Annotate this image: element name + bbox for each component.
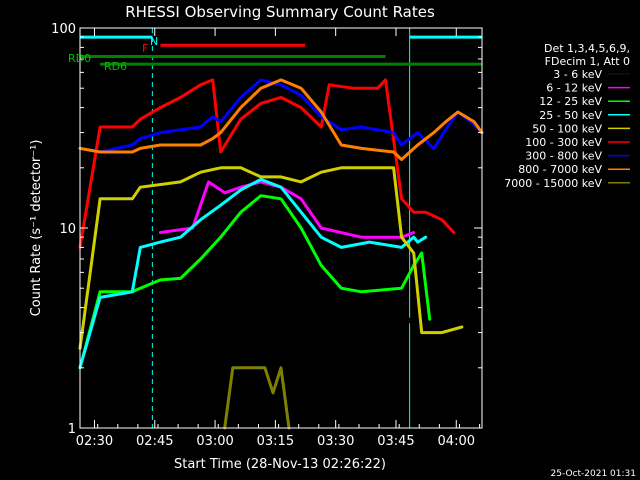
series-line-3 [78,177,428,370]
x-tick-label-4: 03:30 [317,434,354,449]
flag-label-rd6: RD6 [104,60,127,73]
legend-entry-2: 12 - 25 keV [539,95,602,108]
legend-entry-6: 300 - 800 keV [525,150,602,163]
flag-label-f: F [142,42,148,55]
y-tick-label-1: 10 [59,222,76,237]
y-axis-label: Count Rate (s⁻¹ detector⁻¹) [29,140,44,317]
x-axis-label: Start Time (28-Nov-13 02:26:22) [174,457,386,472]
x-tick-label-2: 03:00 [196,434,233,449]
plot-marks [78,28,484,430]
x-tick-label-0: 02:30 [76,434,113,449]
series-line-2 [78,194,432,370]
legend-header-0: Det 1,3,4,5,6,9, [544,42,630,55]
x-axis-ticks: 02:30 02:45 03:00 03:15 03:30 03:45 04:00 [76,28,481,449]
footer-timestamp: 25-Oct-2021 01:31 [551,469,636,479]
legend: Det 1,3,4,5,6,9,FDecim 1, Att 03 - 6 keV… [504,42,630,190]
series-line-4 [78,166,464,350]
chart-title: RHESSI Observing Summary Count Rates [125,3,435,21]
legend-entry-4: 50 - 100 keV [532,122,602,135]
x-tick-label-5: 03:45 [377,434,414,449]
flag-bars [80,35,482,66]
legend-entry-0: 3 - 6 keV [553,68,602,81]
legend-entry-8: 7000 - 15000 keV [504,177,602,190]
series-line-8 [223,366,291,430]
series-line-5 [78,78,456,249]
series-line-6 [78,78,484,154]
series-line-7 [78,78,484,161]
y-tick-label-0: 1 [68,422,76,437]
series-line-0 [158,210,464,379]
x-tick-label-6: 04:00 [438,434,475,449]
legend-entry-5: 100 - 300 keV [525,136,602,149]
y-axis-ticks: 1 10 100 [51,22,482,437]
legend-header-1: FDecim 1, Att 0 [545,55,630,68]
y-tick-label-2: 100 [51,22,76,37]
legend-entry-1: 6 - 12 keV [546,82,602,95]
flag-label-rd0: RD0 [68,52,91,65]
legend-entry-3: 25 - 50 keV [539,109,602,122]
x-tick-label-3: 03:15 [257,434,294,449]
x-tick-label-1: 02:45 [136,434,173,449]
legend-entry-7: 800 - 7000 keV [518,163,602,176]
flag-label-n: N [150,35,158,48]
